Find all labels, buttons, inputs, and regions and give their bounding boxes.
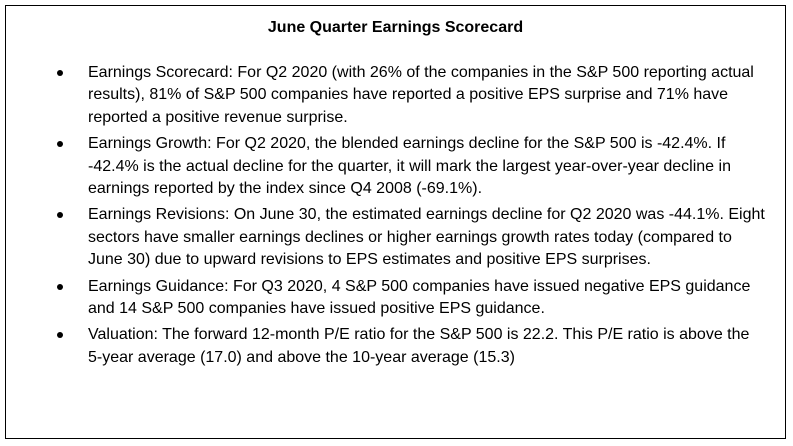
scorecard-bullet-list: Earnings Scorecard: For Q2 2020 (with 26… — [6, 62, 785, 373]
bullet-text: Earnings Revisions: On June 30, the esti… — [88, 206, 765, 269]
bullet-text: Earnings Scorecard: For Q2 2020 (with 26… — [88, 64, 754, 126]
scorecard-box: June Quarter Earnings Scorecard Earnings… — [5, 5, 786, 439]
bullet-text: Valuation: The forward 12-month P/E rati… — [88, 326, 750, 366]
bullet-item-earnings-growth: Earnings Growth: For Q2 2020, the blende… — [6, 133, 785, 200]
bullet-dot-icon — [57, 212, 63, 219]
bullet-text: Earnings Guidance: For Q3 2020, 4 S&P 50… — [88, 277, 751, 318]
bullet-item-earnings-revisions: Earnings Revisions: On June 30, the esti… — [6, 204, 785, 271]
bullet-item-earnings-guidance: Earnings Guidance: For Q3 2020, 4 S&P 50… — [6, 276, 785, 321]
bullet-item-earnings-scorecard: Earnings Scorecard: For Q2 2020 (with 26… — [6, 62, 785, 129]
bullet-dot-icon — [57, 70, 63, 76]
bullet-item-valuation: Valuation: The forward 12-month P/E rati… — [6, 324, 785, 369]
scorecard-title: June Quarter Earnings Scorecard — [267, 19, 524, 36]
bullet-dot-icon — [57, 332, 63, 339]
bullet-dot-icon — [57, 141, 63, 148]
bullet-text: Earnings Growth: For Q2 2020, the blende… — [88, 135, 731, 198]
bullet-dot-icon — [57, 283, 63, 290]
